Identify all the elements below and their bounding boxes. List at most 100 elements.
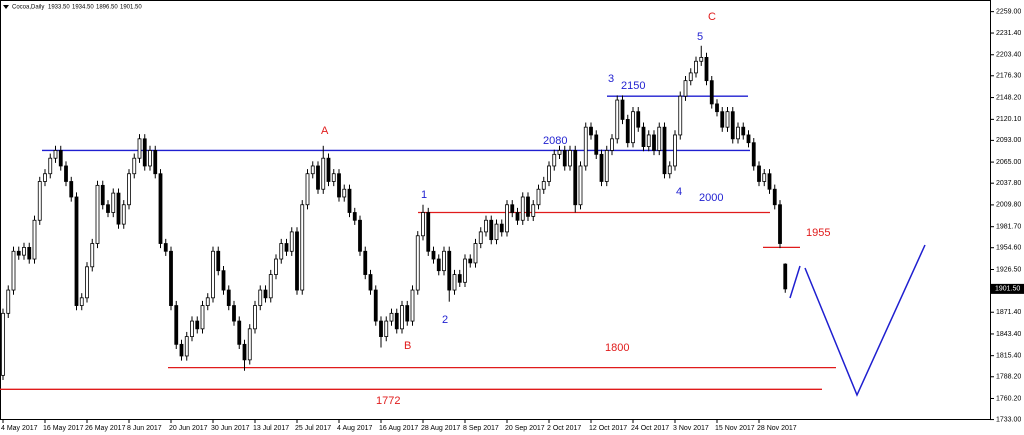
candle-body [494, 223, 499, 241]
x-tick-label: 8 Jun 2017 [127, 425, 162, 432]
candle-body [6, 289, 11, 314]
candle-body [541, 181, 546, 190]
level-label: 2080 [543, 135, 567, 147]
candle-body [725, 111, 730, 128]
candle-body [85, 266, 89, 299]
candle-body [1, 312, 5, 376]
x-tick-label: 30 Jun 2017 [211, 425, 250, 432]
symbol: Cocoa,Daily [12, 5, 44, 11]
candle-body [410, 289, 415, 322]
wave-label: C [708, 11, 716, 23]
candle-body [394, 312, 399, 330]
y-tick-label: 1843.40 [996, 331, 1021, 338]
candle-body [452, 274, 457, 291]
candle-body [552, 153, 557, 167]
candle-body [762, 173, 767, 182]
header-close: 1901.50 [120, 5, 142, 11]
candle-body [484, 219, 488, 233]
candle-body [615, 99, 620, 140]
candle-body [415, 235, 420, 291]
x-tick-label: 28 Aug 2017 [421, 425, 460, 432]
candle-body [379, 320, 383, 337]
wave-label: 3 [608, 73, 614, 85]
y-tick-label: 1954.60 [996, 245, 1021, 252]
menu-arrow [3, 5, 9, 9]
level-label: 2150 [621, 80, 645, 92]
candle-body [258, 289, 263, 306]
candle-body [510, 204, 515, 213]
candle-body [32, 219, 37, 260]
candle-body [473, 243, 478, 264]
wave-label: 1 [421, 189, 427, 201]
candle-body [100, 184, 105, 206]
candle-body [683, 80, 688, 97]
candle-body [310, 165, 315, 175]
header-high: 1934.50 [72, 5, 94, 11]
wave-label: 5 [697, 31, 703, 43]
candle-body [305, 173, 310, 206]
candle-body [237, 320, 242, 345]
candle-body [221, 270, 226, 291]
candle-body [148, 150, 152, 167]
candle-body [751, 142, 756, 167]
y-tick-label: 1788.20 [996, 374, 1021, 381]
y-tick-label: 1815.40 [996, 353, 1021, 360]
x-tick-label: 25 Jul 2017 [295, 425, 331, 432]
candle-body [568, 150, 572, 167]
plot-frame [0, 0, 991, 420]
candle-body [289, 231, 294, 252]
x-tick-label: 16 Aug 2017 [379, 425, 418, 432]
candle-body [505, 204, 509, 233]
candle-body [741, 126, 746, 136]
candle-body [447, 250, 452, 291]
candle-body [557, 150, 562, 155]
x-tick-label: 15 Nov 2017 [715, 425, 755, 432]
candle-body [263, 289, 268, 299]
candle-body [699, 56, 704, 62]
candle-body [279, 243, 284, 260]
candle-body [268, 274, 273, 299]
candle-body [389, 312, 394, 322]
candle-body [688, 72, 693, 82]
x-tick-label: 26 May 2017 [85, 425, 126, 432]
candle-body [247, 328, 252, 361]
candle-body [631, 111, 635, 144]
candle-body [730, 111, 735, 140]
candle-body [300, 204, 305, 291]
candle-body [27, 246, 32, 260]
y-tick-label: 2009.80 [996, 202, 1021, 209]
candle-body [242, 343, 247, 361]
candle-body [436, 258, 441, 272]
candle-body [620, 99, 625, 120]
candle-body [195, 320, 200, 330]
last-price-box [991, 283, 1024, 294]
candle-body [211, 250, 215, 299]
candle-body [153, 150, 158, 175]
candle-body [316, 165, 320, 190]
level-label: 2000 [699, 192, 723, 204]
candle-body [158, 173, 163, 244]
candle-body [704, 56, 709, 82]
candle-body [468, 258, 473, 264]
candle-body [783, 263, 788, 290]
candle-body [48, 157, 53, 175]
candle-body [662, 126, 667, 175]
candle-body [431, 250, 436, 260]
candle-body [489, 219, 494, 241]
y-tick-label: 1760.20 [996, 395, 1021, 402]
candle-body [64, 165, 68, 182]
candle-body [184, 336, 189, 357]
candle-body [116, 192, 121, 225]
candle-body [321, 157, 326, 190]
y-tick-label: 2093.00 [996, 137, 1021, 144]
candle-body [610, 138, 614, 151]
candle-body [295, 231, 299, 291]
x-tick-label: 16 May 2017 [43, 425, 84, 432]
candle-body [347, 188, 352, 213]
candle-body [652, 134, 656, 151]
candle-body [137, 138, 142, 159]
candle-body [625, 119, 630, 144]
candle-body [421, 212, 425, 237]
candle-body [79, 297, 84, 306]
candle-body [342, 188, 347, 198]
